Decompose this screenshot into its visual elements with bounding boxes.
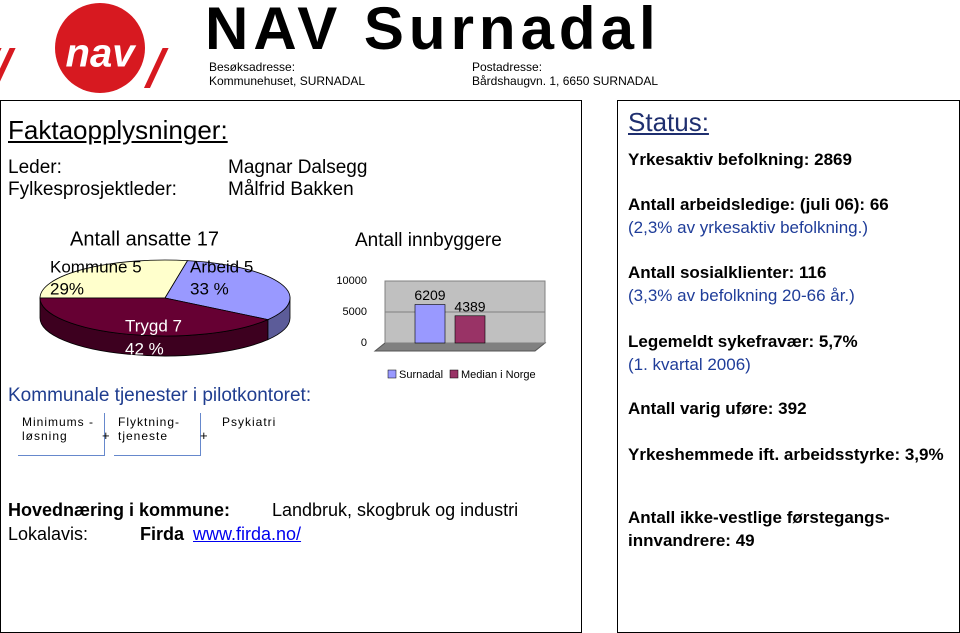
label: Besøksadresse: — [209, 60, 296, 74]
chart-title: Antall ansatte 17 — [70, 228, 219, 250]
logo-text: nav — [66, 32, 138, 76]
data-label: 6209 — [414, 287, 445, 303]
legend-label: Surnadal — [399, 369, 443, 381]
fact-label: Fylkesprosjektleder: — [8, 179, 177, 200]
logo-stripe — [0, 48, 16, 88]
status-item: Yrkeshemmede ift. arbeidsstyrke: 3,9% — [628, 443, 948, 466]
y-tick-label: 10000 — [336, 275, 367, 287]
separator: + — [200, 428, 208, 443]
chart-title: Antall innbyggere — [355, 230, 502, 251]
fact-value: Målfrid Bakken — [228, 179, 354, 200]
bar — [414, 304, 446, 344]
slice-value: 33 % — [190, 279, 229, 298]
slice-label: Trygd 7 — [125, 316, 182, 335]
charts: Antall ansatte 17 Kommune 5 29% Arbeid 5 33 … — [39, 228, 547, 381]
y-tick-label: 0 — [361, 337, 367, 349]
status-item: Antall arbeidsledige: (juli 06): 66 (2,3%… — [628, 193, 948, 239]
slice-value: 42 % — [125, 339, 164, 358]
pie-slice — [164, 260, 291, 321]
service-box: Flyktning- tjeneste — [114, 413, 201, 456]
status-text: Legemeldt sykefravær: 5,7% — [628, 332, 858, 351]
plot-floor — [373, 342, 547, 352]
status-item: Yrkesaktiv befolkning: 2869 — [628, 148, 948, 171]
footer-label: Lokalavis: — [8, 524, 89, 544]
pie-slice — [39, 297, 270, 337]
pie-slice — [39, 259, 189, 299]
service-box: Minimums -løsning — [18, 413, 105, 456]
status-text: Antall sosialklienter: 116 — [628, 263, 827, 282]
page-title: NAV Surnadal — [205, 0, 661, 62]
logo: nav — [0, 3, 169, 93]
slice-value: 29% — [50, 279, 84, 298]
separator: + — [102, 428, 110, 443]
slice-label: Kommune 5 — [50, 257, 142, 276]
status-note: (2,3% av yrkesaktiv befolkning.) — [628, 218, 868, 237]
status-item: Antall varig uføre: 392 — [628, 397, 948, 420]
data-label: 4389 — [454, 298, 485, 314]
section-title: Kommunale tjenester i pilotkontoret: — [8, 385, 312, 406]
service-box: Psykiatri — [218, 413, 286, 437]
status-item: Antall ikke-vestlige førstegangs-innvand… — [628, 506, 948, 552]
footer-label: Hovednæring i kommune: — [8, 500, 231, 520]
link[interactable]: www.firda.no/ — [193, 524, 302, 544]
legend-label: Median i Norge — [461, 369, 536, 381]
status-text: Antall varig uføre: 392 — [628, 399, 807, 418]
footer-value: Firda — [140, 524, 185, 544]
logo-stripe — [143, 48, 169, 88]
y-tick-label: 5000 — [343, 306, 367, 318]
status-note: (1. kvartal 2006) — [628, 355, 751, 374]
footer-value: Landbruk, skogbruk og industri — [272, 500, 519, 520]
address: Bårdshaugvn. 1, 6650 SURNADAL — [472, 74, 659, 88]
slice-label: Arbeid 5 — [190, 257, 253, 276]
bar — [454, 315, 486, 344]
address: Kommunehuset, SURNADAL — [209, 74, 366, 88]
fact-value: Magnar Dalsegg — [228, 157, 368, 178]
status-text: Antall arbeidsledige: (juli 06): 66 — [628, 195, 889, 214]
logo-circle — [55, 3, 145, 93]
status-text: Yrkesaktiv befolkning: 2869 — [628, 150, 852, 169]
section-title: Status: — [628, 107, 709, 137]
status-note: (3,3% av befolkning 20-66 år.) — [628, 286, 855, 305]
status-item: Antall sosialklienter: 116 (3,3% av befol… — [628, 261, 948, 307]
section-title: Faktaopplysninger: — [8, 115, 228, 145]
legend-swatch — [387, 369, 397, 379]
status-text: Yrkeshemmede ift. arbeidsstyrke: 3,9% — [628, 445, 944, 464]
status-item: Legemeldt sykefravær: 5,7% (1. kvartal 20… — [628, 330, 948, 376]
legend-swatch — [449, 369, 459, 379]
fact-label: Leder: — [8, 157, 62, 178]
label: Postadresse: — [472, 60, 543, 74]
status-text: Antall ikke-vestlige førstegangs-innvand… — [628, 508, 890, 550]
